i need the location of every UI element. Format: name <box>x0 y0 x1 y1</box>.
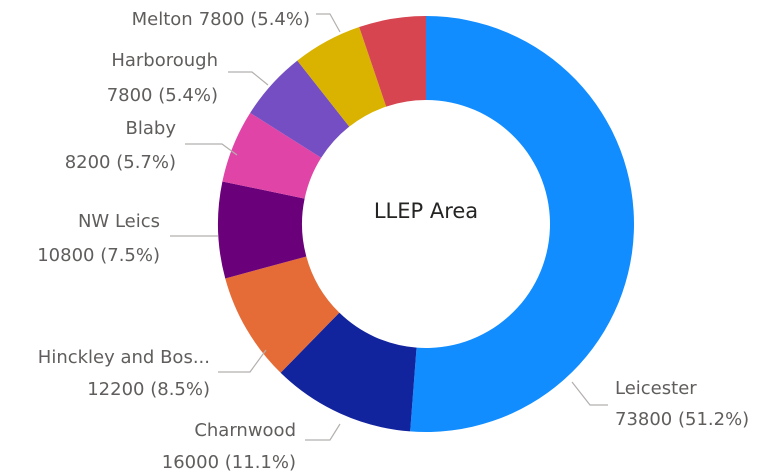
slice-value: 7800 (5.4%) <box>199 9 310 30</box>
donut-slice <box>225 256 340 373</box>
center-title: LLEP Area <box>374 199 478 223</box>
donut-slice <box>359 16 426 107</box>
donut-slice <box>250 60 350 158</box>
leader-line <box>228 71 269 86</box>
slice-value: 12200 (8.5%) <box>87 379 210 400</box>
donut-slice <box>280 312 417 432</box>
slice-value: 10800 (7.5%) <box>37 245 160 266</box>
slice-name: Blaby <box>126 118 177 139</box>
slice-value: 16000 (11.1%) <box>162 452 296 473</box>
slice-value: 8200 (5.7%) <box>65 152 176 173</box>
donut-slice <box>222 112 322 199</box>
slice-value: 7800 (5.4%) <box>107 85 218 106</box>
slice-name: Harborough <box>111 50 218 71</box>
donut-slice <box>297 27 387 127</box>
slice-label: Melton 7800 (5.4%) <box>132 9 310 30</box>
leader-line <box>218 349 267 373</box>
slice-name: NW Leics <box>78 211 160 232</box>
donut-slice <box>410 16 635 432</box>
slice-name: Hinckley and Bos... <box>38 347 210 368</box>
leader-line <box>305 423 341 441</box>
leader-line <box>185 143 238 156</box>
leader-line <box>571 381 608 406</box>
slice-name: Leicester <box>615 378 697 399</box>
leader-line <box>316 13 341 33</box>
donut-slice <box>218 181 307 279</box>
slice-name: Charnwood <box>194 420 296 441</box>
slice-name: Melton <box>132 9 193 30</box>
slice-value: 73800 (51.2%) <box>615 409 749 430</box>
